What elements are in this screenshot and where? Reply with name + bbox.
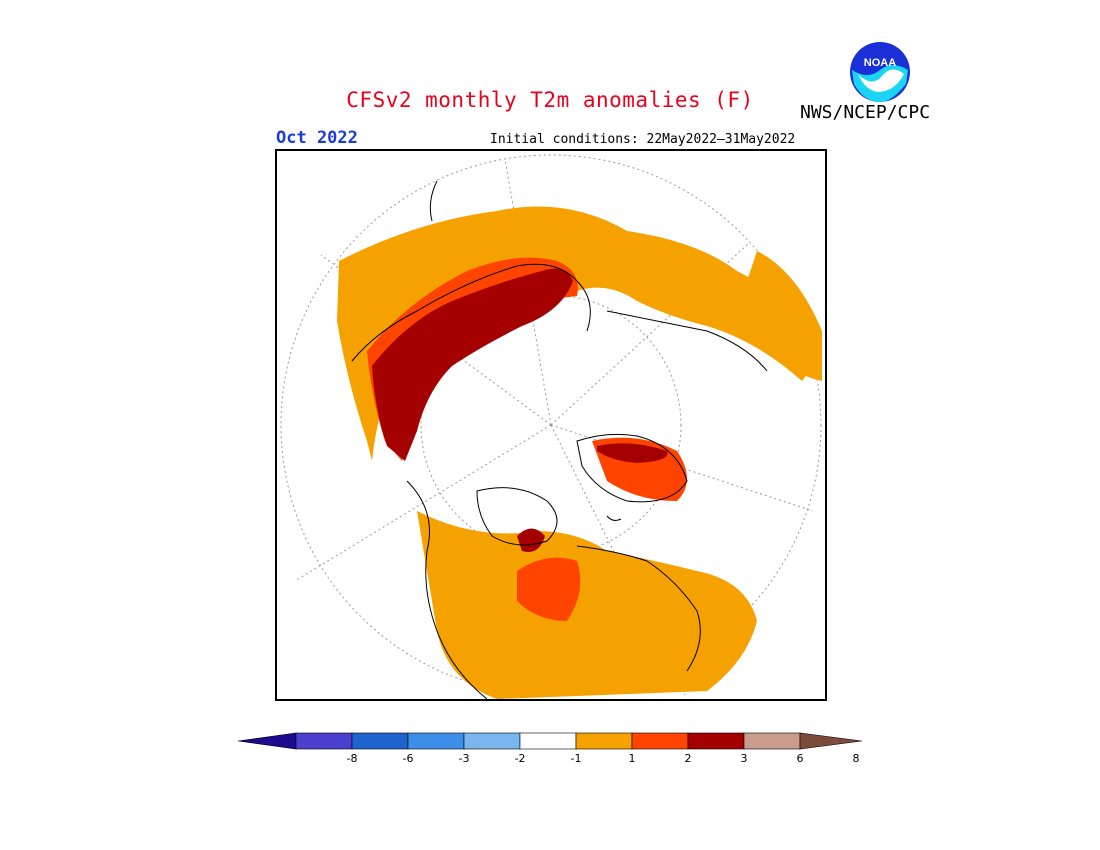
- colorbar-segment: [631, 732, 689, 750]
- colorbar-tick-label: -8: [346, 752, 358, 765]
- arctic-canada-anomaly-3-6: [517, 528, 545, 552]
- eurasia-anomaly-1-2: [337, 206, 817, 461]
- colorbar-segment: [463, 732, 521, 750]
- colorbar-tick-label: 6: [796, 752, 804, 765]
- colorbar-segment: [519, 732, 577, 750]
- siberia-anomaly-3-6: [372, 268, 573, 461]
- colorbar-segment: [743, 732, 801, 750]
- colorbar-tick-label: 8: [852, 752, 860, 765]
- colorbar-segment-above-max: [799, 732, 862, 750]
- colorbar-segment: [407, 732, 465, 750]
- coastlines: [351, 180, 768, 699]
- polar-map: [275, 149, 827, 701]
- map-title: CFSv2 monthly T2m anomalies (F): [346, 88, 754, 112]
- scandinavia-anomaly-3-6: [597, 443, 668, 463]
- colorbar-tick-label: -3: [458, 752, 470, 765]
- russia-anomaly-2-3: [367, 257, 578, 461]
- colorbar-tick-label: -1: [570, 752, 582, 765]
- color-scale-bar: [238, 732, 862, 750]
- initial-conditions: Initial conditions: 22May2022–31May2022: [490, 132, 796, 147]
- north-america-anomaly-1-2: [417, 511, 757, 699]
- latitude-circle: [420, 294, 682, 556]
- colorbar-segment: [351, 732, 409, 750]
- hemisphere-circle: [280, 154, 822, 696]
- colorbar-segment: [575, 732, 633, 750]
- colorbar-segment: [687, 732, 745, 750]
- agency-label: NWS/NCEP/CPC: [800, 102, 931, 123]
- forecast-month: Oct 2022: [276, 128, 358, 148]
- noaa-logo: NOAA: [850, 42, 910, 102]
- colorbar-tick-label: 2: [684, 752, 692, 765]
- colorbar-segment-below-min: [238, 732, 297, 750]
- noaa-logo-text: NOAA: [864, 57, 896, 69]
- colorbar-tick-label: 3: [740, 752, 748, 765]
- colorbar-tick-label: -2: [514, 752, 526, 765]
- colorbar-tick-label: 1: [628, 752, 636, 765]
- canada-anomaly-2-3: [517, 557, 581, 621]
- colorbar-tick-label: -6: [402, 752, 414, 765]
- colorbar-segment: [295, 732, 353, 750]
- eurasia-anomaly-1-2-east: [747, 251, 822, 381]
